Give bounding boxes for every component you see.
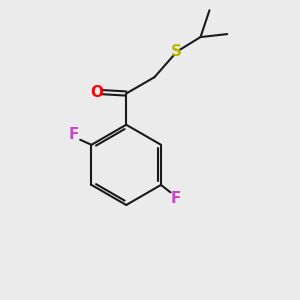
Text: F: F: [171, 191, 181, 206]
Text: S: S: [171, 44, 182, 59]
Text: F: F: [68, 128, 79, 142]
Text: O: O: [90, 85, 103, 100]
